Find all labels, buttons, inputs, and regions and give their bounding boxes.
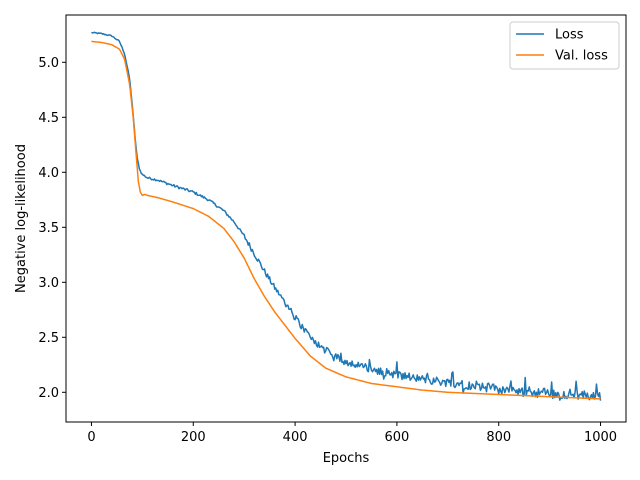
series-line-val-loss (91, 40, 601, 400)
y-tick-label: 3.0 (38, 276, 59, 291)
y-tick-label: 5.0 (38, 56, 59, 71)
x-tick-label: 1000 (584, 430, 617, 445)
axes-frame (65, 14, 627, 423)
y-axis: 2.0 2.5 3.0 3.5 4.0 4.5 5.0 (38, 56, 66, 401)
y-axis-title: Negative log-likelihood (14, 144, 29, 293)
x-tick-label: 0 (87, 430, 95, 445)
legend-label: Loss (555, 28, 584, 43)
x-axis-title: Epochs (323, 451, 370, 466)
x-axis: 0 200 400 600 800 1000 (87, 422, 617, 445)
y-tick-label: 2.0 (38, 386, 59, 401)
x-tick-label: 600 (384, 430, 409, 445)
y-tick-label: 3.5 (38, 221, 59, 236)
y-tick-label: 2.5 (38, 331, 59, 346)
legend-label: Val. loss (555, 49, 608, 64)
y-tick-label: 4.0 (38, 166, 59, 181)
x-tick-label: 800 (486, 430, 511, 445)
x-tick-label: 400 (283, 430, 308, 445)
x-tick-label: 200 (181, 430, 206, 445)
legend: Loss Val. loss (509, 21, 620, 70)
y-tick-label: 4.5 (38, 111, 59, 126)
series-line-loss (91, 31, 602, 401)
series-layer (91, 31, 602, 401)
